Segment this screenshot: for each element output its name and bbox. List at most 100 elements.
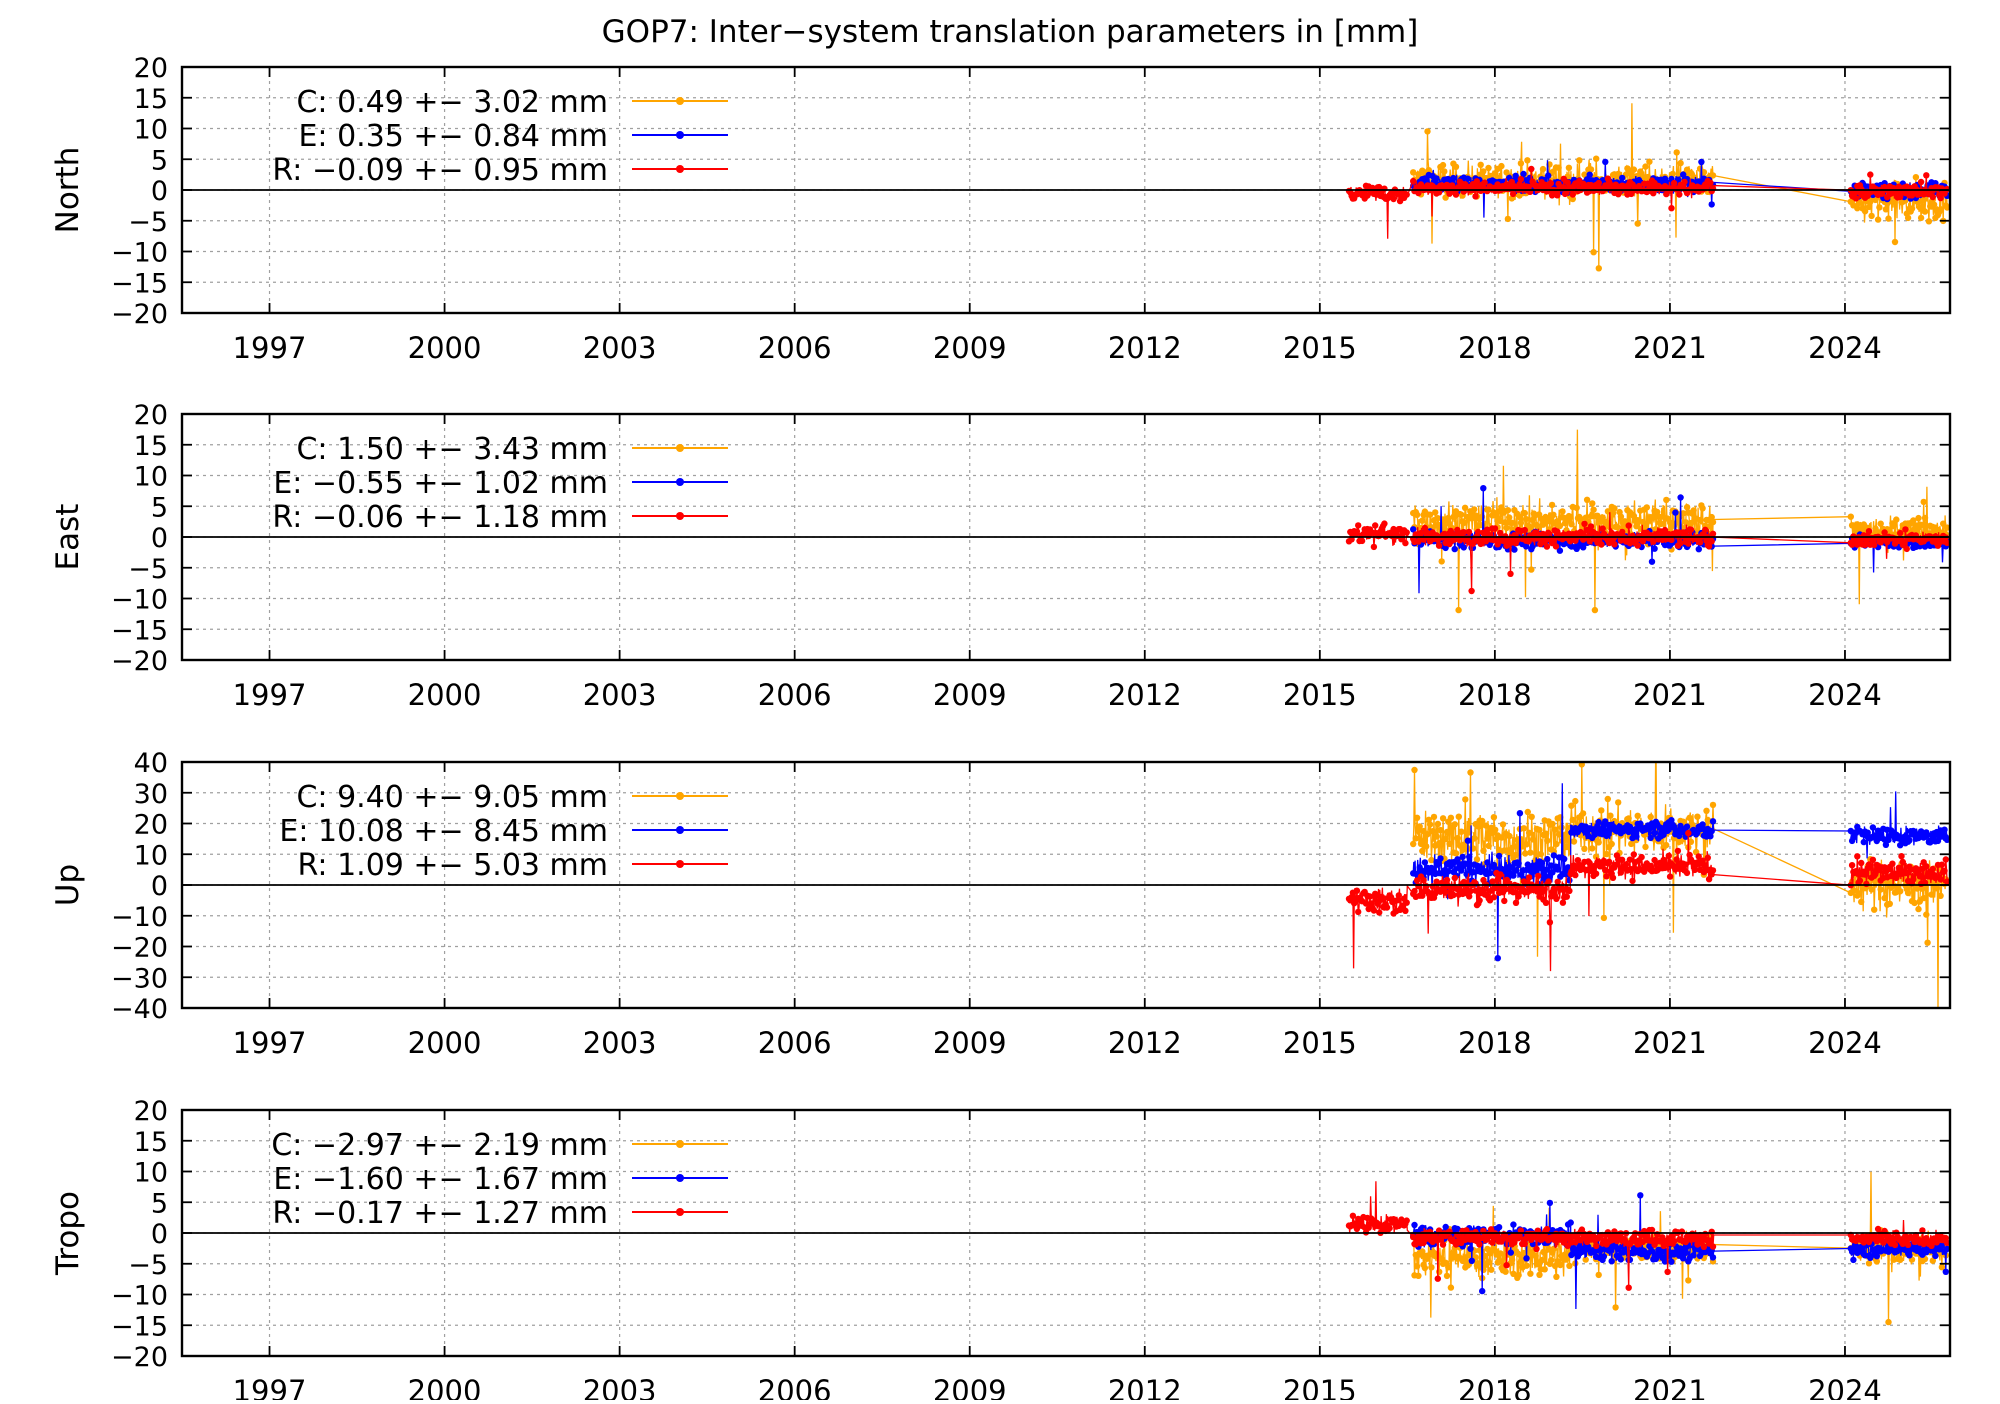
data-point — [1355, 522, 1362, 529]
data-point — [1523, 1255, 1530, 1262]
data-point — [1403, 1217, 1410, 1224]
data-point — [1471, 835, 1478, 842]
data-point — [1608, 840, 1615, 848]
data-point — [1937, 206, 1944, 213]
data-point — [1492, 884, 1499, 892]
legend-label-E: E: −1.60 +− 1.67 mm — [273, 1162, 608, 1197]
y-tick-label: 5 — [151, 492, 168, 523]
data-point — [1677, 494, 1684, 501]
data-point — [1600, 1253, 1608, 1260]
data-point — [1587, 523, 1595, 530]
data-point — [1592, 870, 1600, 877]
legend-label-R: R: 1.09 +− 5.03 mm — [298, 848, 609, 883]
data-point — [1902, 526, 1909, 533]
data-point — [1509, 190, 1517, 198]
data-point — [1567, 1219, 1574, 1226]
data-point — [1648, 1248, 1656, 1255]
data-point — [1436, 1268, 1443, 1276]
panel-east: 1997 2000 2003 2006 2009 2012 2015 2018 2021 2024… — [50, 400, 1952, 712]
data-point — [1709, 172, 1717, 179]
data-point — [1572, 871, 1579, 879]
data-point — [1943, 204, 1950, 211]
data-point — [1634, 812, 1641, 819]
legend-marker-R — [676, 165, 684, 173]
y-tick-label: −15 — [111, 1311, 168, 1342]
y-tick-label: −10 — [111, 902, 168, 933]
data-point — [1599, 514, 1606, 521]
data-point — [1495, 852, 1503, 860]
data-point — [1928, 891, 1935, 898]
data-point — [1858, 898, 1865, 906]
data-point — [1681, 1250, 1688, 1257]
data-point — [1865, 203, 1873, 211]
data-point — [1381, 185, 1388, 192]
data-point — [1527, 1270, 1534, 1277]
x-tick-label: 2006 — [758, 678, 832, 712]
data-point — [1938, 861, 1946, 868]
data-point — [1473, 862, 1481, 869]
x-tick-label: 2006 — [758, 1374, 832, 1400]
data-point — [1637, 168, 1644, 175]
data-point — [1569, 816, 1576, 824]
data-point — [1451, 821, 1459, 828]
data-point — [1915, 514, 1922, 522]
data-point — [1682, 861, 1689, 868]
y-tick-label: −40 — [111, 994, 168, 1025]
data-point — [1603, 873, 1610, 880]
data-point — [1919, 1227, 1926, 1234]
data-point — [1570, 838, 1578, 845]
data-point — [1448, 182, 1456, 189]
data-point — [1674, 847, 1682, 855]
data-point — [1460, 878, 1468, 886]
data-point — [1402, 907, 1409, 914]
data-point — [1482, 538, 1490, 545]
data-point — [1480, 168, 1487, 175]
data-point — [1434, 820, 1442, 828]
data-point — [1890, 522, 1897, 530]
data-point — [1541, 1266, 1548, 1273]
x-tick-label: 2003 — [583, 1374, 657, 1400]
data-point — [1595, 179, 1603, 187]
data-point — [1465, 528, 1473, 536]
data-point — [1381, 520, 1388, 527]
data-point — [1438, 558, 1445, 565]
data-point — [1447, 1284, 1455, 1291]
data-point — [1860, 838, 1868, 846]
data-point — [1540, 1248, 1547, 1256]
data-point — [1467, 887, 1474, 895]
legend-label-R: R: −0.09 +− 0.95 mm — [272, 153, 608, 188]
x-tick-label: 2015 — [1283, 1026, 1357, 1060]
data-point — [1373, 892, 1380, 899]
data-point — [1877, 886, 1884, 893]
data-point — [1567, 513, 1574, 521]
data-point — [1495, 1224, 1503, 1231]
data-point — [1637, 1192, 1644, 1199]
data-point — [1943, 1245, 1950, 1253]
data-point — [1642, 843, 1649, 851]
data-point — [1663, 496, 1670, 504]
data-point — [1647, 813, 1654, 821]
data-point — [1861, 541, 1869, 548]
data-point — [1666, 873, 1674, 880]
data-point — [1495, 1257, 1503, 1264]
y-tick-label: 15 — [134, 431, 168, 462]
x-tick-label: 2015 — [1283, 331, 1357, 365]
data-point — [1611, 541, 1618, 548]
data-point — [1355, 908, 1362, 916]
data-point — [1850, 1256, 1857, 1264]
data-point — [1525, 183, 1532, 191]
data-point — [1586, 538, 1593, 545]
y-tick-label: 20 — [134, 1096, 168, 1127]
data-point — [1676, 191, 1683, 198]
data-point — [1938, 1264, 1946, 1271]
data-point — [1680, 510, 1687, 517]
data-point — [1924, 831, 1931, 839]
data-point — [1460, 529, 1468, 536]
data-point — [1423, 883, 1430, 890]
data-point — [1455, 813, 1463, 820]
data-point — [1491, 512, 1499, 519]
data-point — [1436, 840, 1443, 847]
data-point — [1573, 504, 1580, 511]
data-point — [1521, 509, 1529, 517]
